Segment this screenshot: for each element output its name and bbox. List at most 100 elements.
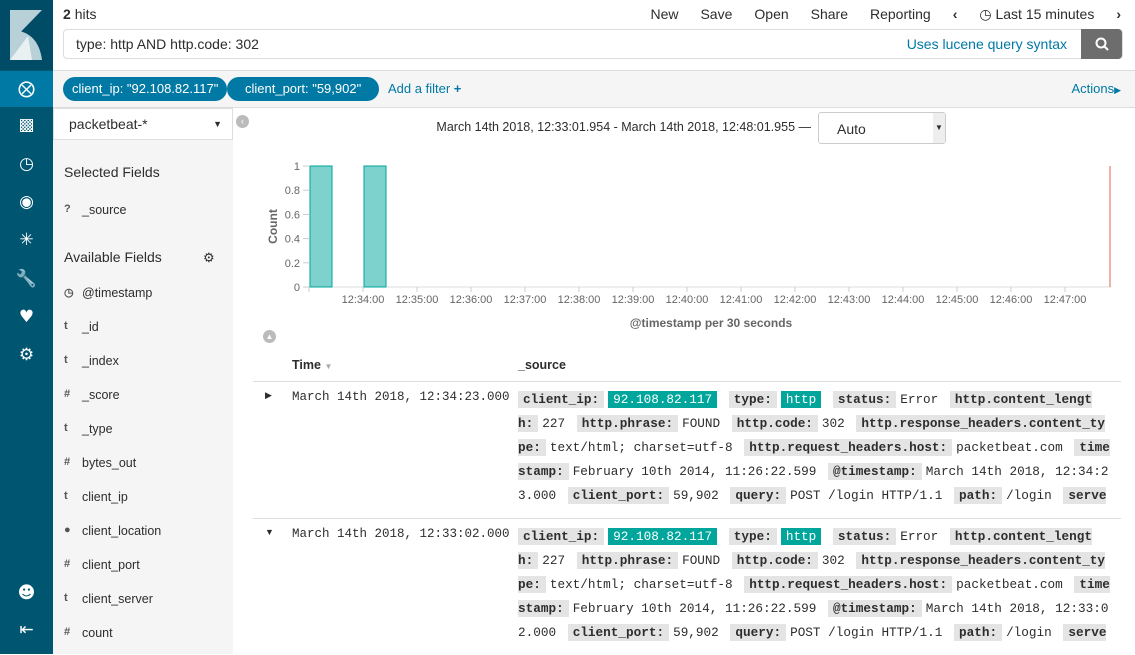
field-type-icon: #	[64, 388, 71, 400]
new-button[interactable]: New	[650, 6, 679, 22]
field-type-icon: ●	[64, 524, 71, 536]
caret-down-icon[interactable]: ▼	[265, 527, 274, 537]
open-button[interactable]: Open	[754, 6, 789, 22]
field-item[interactable]: ? _source	[64, 203, 127, 217]
lucene-syntax-link[interactable]: Uses lucene query syntax	[906, 36, 1067, 52]
x-tick-label: 12:43:00	[828, 294, 871, 306]
field-item[interactable]: ◷ @timestamp	[64, 286, 153, 300]
dev-tools-nav-item[interactable]: 🔧	[0, 261, 53, 297]
field-item[interactable]: # client_port	[64, 558, 140, 572]
dashboard-icon: ◷	[19, 154, 34, 174]
share-button[interactable]: Share	[810, 6, 848, 22]
search-button[interactable]	[1081, 29, 1122, 59]
dashboard-nav-item[interactable]: ◷	[0, 146, 53, 182]
field-key: query:	[730, 624, 787, 641]
hits-count: 2 hits	[63, 6, 97, 22]
time-picker[interactable]: ◷ Last 15 minutes	[979, 6, 1095, 22]
x-tick-label: 12:42:00	[774, 294, 817, 306]
field-item[interactable]: # count	[64, 626, 113, 640]
field-item[interactable]: # bytes_out	[64, 456, 137, 470]
field-value: 227	[542, 416, 566, 431]
table-row[interactable]: ▼ March 14th 2018, 12:33:02.000 client_i…	[253, 518, 1121, 655]
visualize-icon: ▩	[18, 115, 35, 135]
field-value: February 10th 2014, 11:26:22.599	[572, 601, 817, 616]
sort-icon: ▼	[324, 362, 333, 371]
field-item[interactable]: t _id	[64, 320, 99, 334]
add-filter-button[interactable]: Add a filter +	[388, 81, 462, 96]
field-key: http.code:	[731, 415, 818, 432]
chevron-right-icon[interactable]: ›	[1116, 6, 1121, 22]
field-key: type:	[728, 528, 777, 545]
filter-pill-client-ip[interactable]: client_ip: "92.108.82.117"	[63, 77, 228, 101]
management-nav-item[interactable]: ⚙	[0, 337, 53, 373]
field-key: http.phrase:	[576, 552, 679, 569]
field-value: packetbeat.com	[956, 577, 1063, 592]
y-tick-label: 0.4	[285, 234, 300, 246]
gear-icon[interactable]: ⚙	[203, 250, 215, 265]
field-value: FOUND	[682, 553, 721, 568]
field-item[interactable]: t _index	[64, 354, 119, 368]
x-tick-label: 12:41:00	[720, 294, 763, 306]
field-item[interactable]: t _type	[64, 422, 113, 436]
user-nav-item[interactable]: ☻	[0, 575, 53, 611]
table-row[interactable]: ▶ March 14th 2018, 12:34:23.000 client_i…	[253, 381, 1121, 518]
field-key: query:	[730, 487, 787, 504]
collapse-sidebar-icon[interactable]: ‹	[236, 115, 249, 128]
column-header-time[interactable]: Time ▼	[292, 358, 333, 372]
field-type-icon: #	[64, 456, 71, 468]
filter-bar: client_ip: "92.108.82.117" client_port: …	[53, 70, 1135, 108]
graph-icon: ✳	[19, 230, 34, 250]
available-fields-title: Available Fields	[64, 249, 162, 265]
field-value: March 14th 2018, 12:33:02.000	[518, 601, 1109, 640]
visualize-nav-item[interactable]: ▩	[0, 107, 53, 143]
timelion-nav-item[interactable]: ◉	[0, 184, 53, 220]
y-tick-label: 0.2	[285, 258, 300, 270]
field-value: text/html; charset=utf-8	[549, 440, 733, 455]
x-tick-label: 12:45:00	[936, 294, 979, 306]
x-tick-label: 12:46:00	[990, 294, 1033, 306]
interval-select[interactable]: Auto ▼	[818, 112, 946, 144]
histogram-bar[interactable]	[309, 165, 333, 288]
field-item[interactable]: ● client_location	[64, 524, 162, 538]
field-value: POST /login HTTP/1.1	[790, 488, 943, 503]
field-value: 92.108.82.117	[608, 528, 718, 545]
monitoring-nav-item[interactable]: ♥	[0, 299, 53, 335]
index-pattern-select[interactable]: packetbeat-* ▼	[53, 108, 233, 140]
search-input[interactable]	[64, 36, 907, 52]
field-value: 59,902	[673, 625, 719, 640]
collapse-chart-icon[interactable]: ▲	[263, 330, 276, 343]
management-icon: ⚙	[18, 345, 35, 365]
field-item[interactable]: # _score	[64, 388, 120, 402]
actions-button[interactable]: Actions▶	[1071, 81, 1121, 96]
y-tick-label: 0.6	[285, 209, 300, 221]
column-header-source: _source	[518, 358, 566, 372]
x-tick-label: 12:36:00	[450, 294, 493, 306]
field-item[interactable]: t client_ip	[64, 490, 128, 504]
save-button[interactable]: Save	[700, 6, 733, 22]
field-type-icon: ◷	[64, 287, 74, 299]
graph-nav-item[interactable]: ✳	[0, 222, 53, 258]
row-source: client_ip: 92.108.82.117 type: http status…	[518, 388, 1112, 508]
field-type-icon: t	[64, 320, 68, 332]
time-range-text: March 14th 2018, 12:33:01.954 - March 14…	[436, 120, 811, 134]
field-value: 227	[542, 553, 566, 568]
histogram-bar[interactable]	[363, 165, 387, 288]
field-key: http.code:	[731, 552, 818, 569]
top-menu: New Save Open Share Reporting ‹ ◷ Last 1…	[650, 6, 1121, 23]
reporting-button[interactable]: Reporting	[870, 6, 931, 22]
app-nav: ⨂ ▩ ◷ ◉ ✳ 🔧 ♥ ⚙ ☻ ⇤	[0, 0, 53, 654]
field-key: status:	[832, 528, 897, 545]
discover-nav-item[interactable]: ⨂	[0, 71, 53, 107]
chevron-left-icon[interactable]: ‹	[952, 6, 958, 22]
field-key: http.request_headers.host:	[744, 439, 953, 456]
logout-nav-item[interactable]: ⇤	[0, 612, 53, 648]
x-tick-label: 12:35:00	[396, 294, 439, 306]
query-bar: Uses lucene query syntax	[63, 29, 1123, 59]
filter-pill-client-port[interactable]: client_port: "59,902"	[227, 77, 380, 101]
field-item[interactable]: t client_server	[64, 592, 153, 606]
x-tick-label: 12:34:00	[342, 294, 385, 306]
discover-icon: ⨂	[18, 79, 35, 99]
field-key: status:	[832, 391, 897, 408]
kibana-logo[interactable]	[0, 0, 53, 70]
caret-right-icon[interactable]: ▶	[265, 390, 272, 400]
